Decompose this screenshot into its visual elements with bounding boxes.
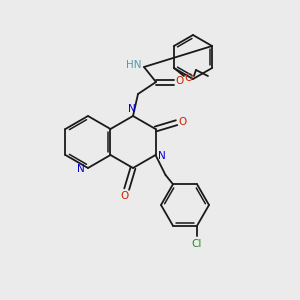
Text: HN: HN (126, 60, 142, 70)
Text: N: N (158, 151, 165, 161)
Text: N: N (77, 164, 85, 174)
Text: O: O (176, 76, 184, 86)
Text: N: N (128, 104, 136, 114)
Text: O: O (178, 117, 187, 127)
Text: O: O (185, 73, 193, 83)
Text: Cl: Cl (192, 239, 202, 249)
Text: O: O (121, 191, 129, 201)
